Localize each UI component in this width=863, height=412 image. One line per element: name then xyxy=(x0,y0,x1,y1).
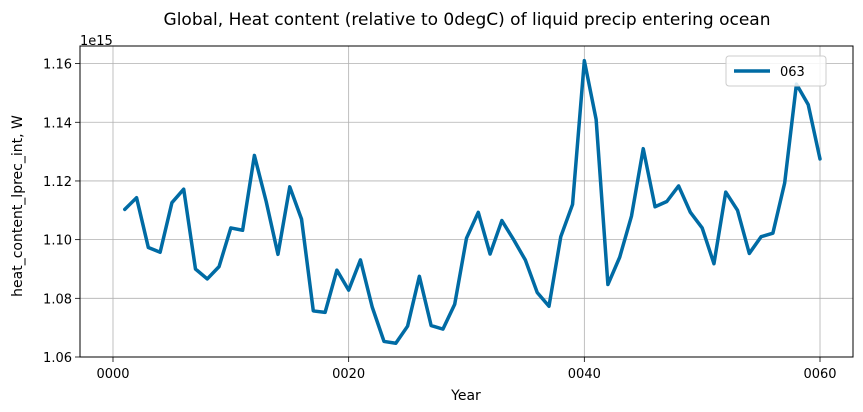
x-tick-label: 0020 xyxy=(332,367,365,382)
y-tick-label: 1.16 xyxy=(43,58,72,73)
y-tick-label: 1.06 xyxy=(43,351,72,366)
y-tick-label: 1.08 xyxy=(43,292,72,307)
y-tick-label: 1.10 xyxy=(43,234,72,249)
y-offset-label: 1e15 xyxy=(80,34,113,49)
x-tick-label: 0060 xyxy=(803,367,836,382)
series-layer xyxy=(123,58,822,345)
chart-title: Global, Heat content (relative to 0degC)… xyxy=(164,10,771,30)
grid xyxy=(80,46,853,358)
x-axis-label: Year xyxy=(450,388,481,404)
legend-label-063: 063 xyxy=(780,65,805,80)
x-tick-label: 0000 xyxy=(96,367,129,382)
plot-frame xyxy=(79,45,854,358)
legend-box xyxy=(725,55,827,87)
series-line-063 xyxy=(123,58,822,345)
y-axis-label: heat_content_lprec_int, W xyxy=(10,115,26,297)
x-tick-label: 0040 xyxy=(568,367,601,382)
ticks: 0000 0020 0040 0060 1.06 1.08 1.10 1.12 1.14 1.16 xyxy=(43,58,837,382)
y-tick-label: 1.14 xyxy=(43,116,72,131)
y-tick-label: 1.12 xyxy=(43,175,72,190)
legend: 063 xyxy=(725,55,827,87)
